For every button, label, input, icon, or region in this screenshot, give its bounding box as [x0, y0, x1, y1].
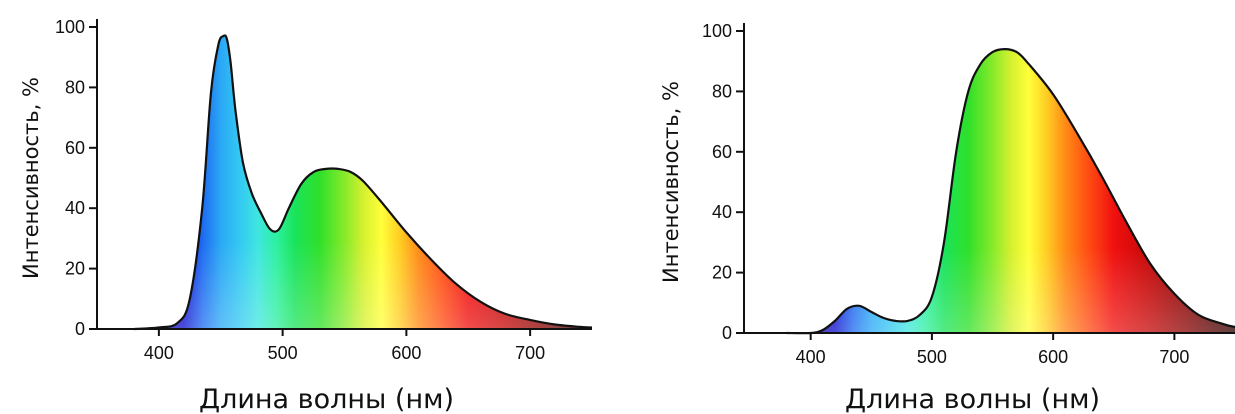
chart-right-y-tick-label-100: 100	[702, 21, 732, 41]
chart-right-y-tick-label-60: 60	[712, 142, 732, 162]
chart-left-x-tick-label-500: 500	[268, 343, 298, 363]
chart-left-y-axis-title: Интенсивность, %	[19, 77, 43, 279]
chart-right: 0 20 40 60 80 100 400 500 600 700 Длина волны (нм)…	[620, 0, 1235, 414]
chart-left-x-axis-title: Длина волны (нм)	[199, 384, 454, 414]
chart-right-area-glow	[786, 49, 1235, 334]
chart-left-y-tick-label-80: 80	[65, 77, 85, 97]
chart-right-x-tick-label-400: 400	[796, 347, 826, 367]
chart-left-x-tick-label-600: 600	[391, 343, 421, 363]
chart-left-x-tick-label-700: 700	[515, 343, 545, 363]
chart-right-svg: 0 20 40 60 80 100 400 500 600 700 Длина волны (нм)…	[659, 21, 1235, 414]
chart-left-y-tick-label-20: 20	[65, 259, 85, 279]
chart-right-x-axis-title: Длина волны (нм)	[845, 384, 1100, 414]
chart-right-x-tick-label-600: 600	[1038, 347, 1068, 367]
chart-left-y-tick-label-100: 100	[55, 17, 85, 37]
chart-left-y-tick-label-0: 0	[75, 319, 85, 339]
chart-right-y-tick-label-20: 20	[712, 263, 732, 283]
chart-left-y-tick-label-40: 40	[65, 198, 85, 218]
chart-left: 0 20 40 60 80 100 400 500 600 700 Длина волны (нм)…	[0, 0, 610, 414]
chart-left-series-line	[134, 34, 593, 331]
chart-left-y-tick-label-60: 60	[65, 138, 85, 158]
chart-right-y-axis-title: Интенсивность, %	[659, 81, 683, 283]
chart-left-x-tick-label-400: 400	[144, 343, 174, 363]
chart-right-y-tick-label-80: 80	[712, 81, 732, 101]
chart-right-x-tick-label-500: 500	[917, 347, 947, 367]
chart-left-svg: 0 20 40 60 80 100 400 500 600 700 Длина волны (нм)…	[19, 17, 593, 414]
chart-right-series-line	[786, 47, 1235, 335]
chart-right-x-tick-label-700: 700	[1159, 347, 1189, 367]
chart-right-y-tick-label-0: 0	[722, 323, 732, 343]
chart-right-y-tick-label-40: 40	[712, 202, 732, 222]
